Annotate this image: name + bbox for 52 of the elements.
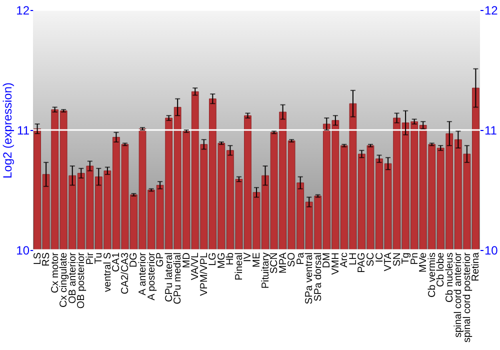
y-tick-label: 12 bbox=[16, 4, 30, 18]
x-tick-label: MVe bbox=[418, 252, 430, 273]
x-tick-label: Pn bbox=[409, 252, 420, 265]
x-tick-label: IC bbox=[374, 252, 386, 262]
x-tick-label: CA2/CA3 bbox=[120, 252, 131, 294]
x-tick-label: Pir bbox=[84, 252, 96, 265]
y2-tick-label: 12 bbox=[484, 4, 498, 18]
x-tick-label: Arc bbox=[339, 252, 350, 268]
x-tick-label: ventral S bbox=[102, 252, 114, 292]
x-tick-label: PAG bbox=[356, 252, 368, 273]
x-tick-label: SCN bbox=[269, 252, 280, 274]
x-tick-label: Pa bbox=[295, 252, 306, 265]
x-tick-label: LH bbox=[348, 252, 359, 266]
y-tick-label: 10 bbox=[16, 244, 30, 258]
x-tick-label: Cb nucleus bbox=[444, 252, 456, 303]
x-tick-label: Pineal bbox=[234, 252, 245, 280]
x-tick-label: RS bbox=[41, 252, 52, 266]
x-tick-label: LS bbox=[32, 252, 44, 265]
x-tick-label: LG bbox=[208, 252, 219, 266]
x-tick-label: SO bbox=[286, 252, 298, 267]
x-tick-label: MG bbox=[216, 252, 228, 269]
x-tick-label: Retina bbox=[470, 252, 482, 282]
x-tick-label: VMH bbox=[330, 252, 342, 275]
x-tick-label: VPM/VPL bbox=[198, 252, 210, 296]
x-tick-label: spinal cord posterior bbox=[462, 252, 473, 343]
x-tick-label: Hb bbox=[225, 252, 236, 266]
x-tick-label: SC bbox=[365, 252, 376, 266]
x-tick-label: Tu bbox=[94, 252, 105, 264]
x-tick-label: VTA bbox=[383, 252, 394, 272]
y-tick-label: 11 bbox=[17, 124, 30, 138]
x-tick-label: Pituitary bbox=[260, 252, 272, 289]
x-tick-label: A anterior bbox=[138, 252, 149, 296]
x-tick-label: CA1 bbox=[111, 252, 122, 272]
x-tick-label: SPa dorsal bbox=[312, 252, 324, 302]
x-tick-label: CPu medial bbox=[172, 252, 184, 304]
x-tick-label: A posterior bbox=[146, 252, 158, 300]
x-tick-label: Cb lobe bbox=[436, 252, 447, 287]
x-tick-label: SN bbox=[392, 252, 403, 266]
x-tick-label: OB posterior bbox=[76, 252, 88, 309]
x-tick-label: OB anterior bbox=[67, 252, 78, 304]
x-tick-label: ME bbox=[252, 252, 262, 268]
x-tick-label: spinal cord anterior bbox=[453, 252, 464, 338]
x-tick-label: DG bbox=[128, 252, 140, 268]
y2-tick-label: 10 bbox=[484, 244, 498, 258]
x-tick-label: MPA bbox=[278, 252, 289, 274]
x-tick-label: GP bbox=[155, 252, 166, 267]
x-tick-label: Tg bbox=[400, 252, 412, 264]
y-axis-title: Log2 (expression) bbox=[0, 82, 14, 179]
x-tick-label: Cx cingulate bbox=[58, 252, 70, 308]
x-tick-label: IV bbox=[242, 252, 254, 262]
x-tick-label: DM bbox=[322, 252, 333, 268]
y2-tick-label: 11 bbox=[484, 124, 498, 138]
